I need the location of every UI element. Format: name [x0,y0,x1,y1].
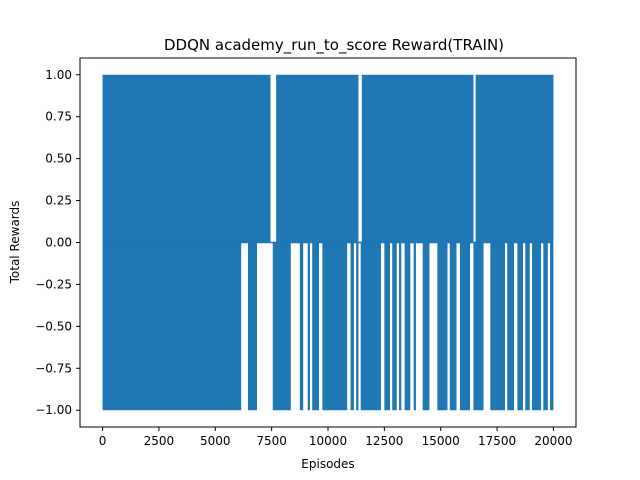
y-tick-label: 0.50 [45,152,72,166]
y-tick-label: 0.00 [45,236,72,250]
negative-reward-band [473,242,484,411]
negative-reward-band [507,242,514,411]
x-tick-label: 15000 [422,434,460,448]
x-tick-label: 5000 [200,434,231,448]
y-tick-label: 0.75 [45,110,72,124]
positive-reward-band [276,74,359,243]
reward-series [102,74,554,411]
x-tick-label: 20000 [534,434,572,448]
y-axis: −1.00 −0.75 −0.50 −0.25 0.00 0.25 0.50 0.75 1.00 [35,68,80,417]
negative-reward-band [517,242,524,411]
negative-reward-band [384,242,390,411]
negative-reward-band [322,242,348,411]
y-tick-label: −1.00 [35,403,72,417]
negative-reward-band [272,242,291,411]
negative-reward-band [102,242,242,411]
negative-reward-band [307,242,310,411]
x-tick-label: 2500 [144,434,175,448]
negative-reward-band [360,242,381,411]
y-tick-label: 0.25 [45,194,72,208]
negative-reward-band [550,242,554,411]
chart-title: DDQN academy_run_to_score Reward(TRAIN) [164,36,504,55]
negative-reward-band [525,242,530,411]
x-tick-label: 7500 [256,434,287,448]
positive-reward-band [475,74,554,243]
negative-reward-band [399,242,402,411]
negative-reward-band [350,242,354,411]
x-tick-label: 0 [99,434,107,448]
positive-reward-band [361,74,474,243]
negative-reward-band [404,242,411,411]
negative-reward-band [532,242,542,411]
x-tick-label: 17500 [478,434,516,448]
y-axis-label: Total Rewards [8,201,22,285]
negative-reward-band [490,242,505,411]
y-tick-label: −0.25 [35,277,72,291]
x-tick-label: 10000 [309,434,347,448]
negative-reward-band [312,242,319,411]
negative-reward-band [437,242,448,411]
y-tick-label: −0.50 [35,319,72,333]
negative-reward-band [392,242,397,411]
negative-reward-band [356,242,359,411]
negative-reward-band [449,242,457,411]
x-tick-label: 12500 [365,434,403,448]
x-axis: 0 2500 5000 7500 10000 12500 15000 17500 20000 [99,427,573,448]
negative-reward-band [299,242,304,411]
negative-reward-band [459,242,471,411]
negative-reward-band [413,242,416,411]
negative-reward-band [422,242,430,411]
negative-reward-band [543,242,548,411]
positive-reward-band [102,74,271,243]
negative-reward-band [247,242,257,411]
x-axis-label: Episodes [301,457,354,471]
y-tick-label: −0.75 [35,361,72,375]
y-tick-label: 1.00 [45,68,72,82]
